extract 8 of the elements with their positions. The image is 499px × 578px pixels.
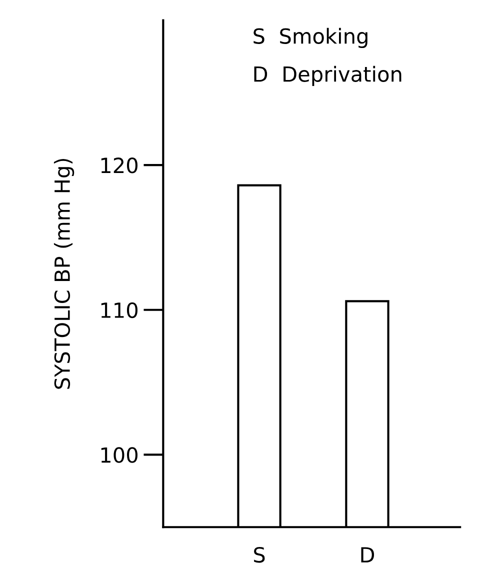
annotation: S Smoking bbox=[254, 28, 368, 48]
y-tick-label: 100 bbox=[101, 447, 138, 463]
annotation: D Deprivation bbox=[254, 66, 402, 86]
x-tick-label: D bbox=[361, 547, 374, 562]
y-tick-label: 110 bbox=[101, 302, 138, 318]
x-tick-label: S bbox=[254, 546, 265, 563]
y-tick-label: 120 bbox=[101, 158, 138, 174]
y-axis-title: SYSTOLIC BP (mm Hg) bbox=[54, 158, 74, 389]
